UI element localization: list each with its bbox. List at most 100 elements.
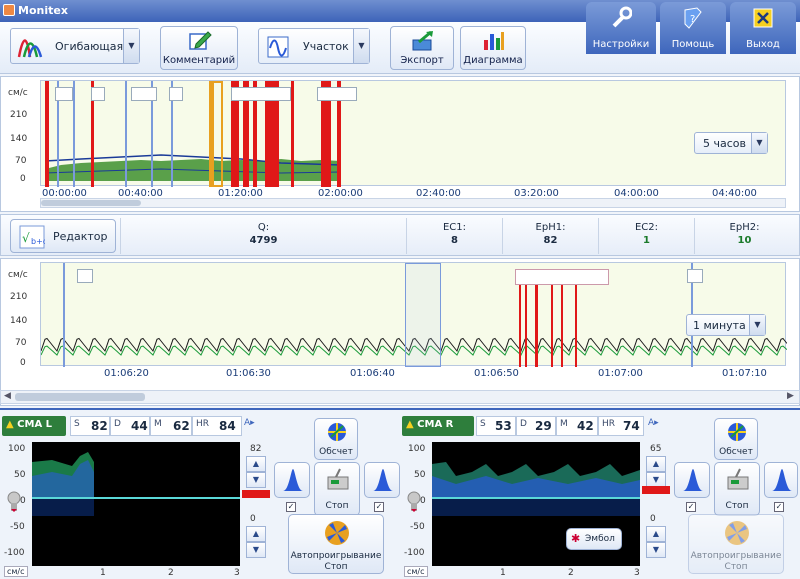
scale-top-up[interactable]: ▲	[646, 456, 666, 472]
metric-value: 82	[91, 419, 108, 433]
overview-x-tick: 03:20:00	[514, 188, 559, 199]
event-marker	[151, 81, 153, 187]
recalc-button-right[interactable]: Обсчет	[714, 418, 758, 460]
spectrum-shape-icon	[283, 469, 303, 491]
baseline-marker[interactable]	[642, 486, 670, 494]
spectrum-shape-icon	[683, 469, 703, 491]
scroll-thumb[interactable]	[15, 393, 145, 401]
metric-key: HR	[602, 419, 616, 429]
editor-button[interactable]: √ b+c Редактор	[10, 219, 116, 253]
checkbox-right-b[interactable]: ✓	[774, 502, 784, 512]
comment-button[interactable]: Комментарий	[160, 26, 238, 70]
y-tick: 0	[20, 496, 26, 506]
comment-marker-icon[interactable]	[687, 269, 703, 283]
overview-x-tick: 02:40:00	[416, 188, 461, 199]
scale-bottom-down[interactable]: ▼	[646, 542, 666, 558]
embol-marker-icon[interactable]	[515, 269, 609, 285]
detail-unit: см/с	[8, 270, 28, 280]
x-unit: см/с	[404, 566, 428, 577]
probe-icon[interactable]	[402, 490, 426, 514]
autoplay-icon	[325, 521, 349, 545]
scale-bottom-value: 0	[250, 514, 256, 524]
checkbox-right-a[interactable]: ✓	[686, 502, 696, 512]
comment-marker-icon[interactable]	[91, 87, 105, 101]
tab-help[interactable]: ? Помощь	[660, 2, 726, 54]
tab-settings[interactable]: Настройки	[586, 2, 656, 54]
probe-icon[interactable]	[2, 490, 26, 514]
checkbox-left-a[interactable]: ✓	[286, 502, 296, 512]
channel-right-name: CMA R	[417, 419, 454, 430]
detail-y-tick: 70	[15, 338, 27, 348]
diagram-button[interactable]: Диаграмма	[460, 26, 526, 70]
spectrum-mode-left-button[interactable]	[274, 462, 310, 498]
metrics-more-icon[interactable]: A▸	[648, 418, 659, 428]
autoplay-button-right[interactable]: Автопроигрывание Стоп	[688, 514, 784, 574]
segment-dropdown[interactable]: Участок ▼	[258, 28, 370, 64]
help-book-icon: ?	[684, 7, 702, 29]
stop-button-right[interactable]: Стоп	[714, 462, 760, 516]
detail-y-tick: 0	[20, 358, 26, 368]
scroll-thumb[interactable]	[41, 200, 141, 206]
scale-bottom-up[interactable]: ▲	[646, 526, 666, 542]
autoplay-label-line2: Стоп	[724, 562, 748, 572]
event-marker	[253, 81, 257, 187]
spectrum-mode-right-button[interactable]	[364, 462, 400, 498]
checkbox-left-b[interactable]: ✓	[374, 502, 384, 512]
mode-dropdown[interactable]: Огибающая ▼	[10, 28, 140, 64]
view-window[interactable]	[209, 81, 223, 187]
comment-marker-icon[interactable]	[169, 87, 183, 101]
selection-window[interactable]	[405, 263, 441, 367]
app-title: Monitex	[18, 4, 68, 17]
comment-icon	[189, 31, 212, 50]
overview-scrollbar[interactable]	[40, 198, 786, 208]
embol-label: Эмбол	[585, 534, 615, 544]
segment-icon	[267, 36, 289, 58]
event-marker	[231, 81, 239, 187]
metric-value: 42	[577, 419, 594, 433]
overview-x-tick: 04:00:00	[614, 188, 659, 199]
overview-y-tick: 70	[15, 156, 27, 166]
detail-chart[interactable]	[40, 262, 787, 367]
comment-marker-icon[interactable]	[131, 87, 157, 101]
spectrum-left[interactable]	[32, 442, 240, 566]
metric-key: S	[480, 419, 486, 429]
spectrum-shape-icon	[772, 469, 792, 491]
detail-x-tick: 01:06:50	[474, 368, 519, 379]
baseline-marker[interactable]	[242, 490, 270, 498]
scroll-right-icon[interactable]: ▶	[787, 391, 794, 401]
embol-button[interactable]: ✱ Эмбол	[566, 528, 622, 550]
scroll-left-icon[interactable]: ◀	[4, 391, 11, 401]
scale-top-down[interactable]: ▼	[246, 472, 266, 488]
comment-marker-icon[interactable]	[55, 87, 73, 101]
scale-bottom-up[interactable]: ▲	[246, 526, 266, 542]
comment-marker-icon[interactable]	[77, 269, 93, 283]
stat-ec1: EC1: 8	[406, 218, 502, 254]
stop-button-left[interactable]: Стоп	[314, 462, 360, 516]
detail-scrollbar[interactable]: ◀ ▶	[0, 390, 800, 404]
event-marker	[561, 281, 563, 367]
spectrum-mode-left-button[interactable]	[674, 462, 710, 498]
scale-top-up[interactable]: ▲	[246, 456, 266, 472]
stat-eph2-value: 10	[737, 235, 752, 246]
device-icon	[327, 468, 349, 490]
overview-range-dropdown[interactable]: 5 часов ▼	[694, 132, 768, 154]
metrics-more-icon[interactable]: A▸	[244, 418, 255, 428]
comment-marker-icon[interactable]	[317, 87, 357, 101]
export-button[interactable]: Экспорт	[390, 26, 454, 70]
event-marker	[291, 81, 294, 187]
svg-text:b+c: b+c	[31, 237, 45, 246]
diagram-label: Диаграмма	[463, 55, 523, 66]
spectrum-right[interactable]: ✱ Эмбол	[432, 442, 640, 566]
event-marker	[551, 281, 553, 367]
recalc-button-left[interactable]: Обсчет	[314, 418, 358, 460]
spectrum-mode-right-button[interactable]	[764, 462, 798, 498]
scale-bottom-down[interactable]: ▼	[246, 542, 266, 558]
detail-range-dropdown[interactable]: 1 минута ▼	[686, 314, 766, 336]
autoplay-button-left[interactable]: Автопроигрывание Стоп	[288, 514, 384, 574]
x-tick: 3	[634, 568, 640, 578]
tab-exit[interactable]: Выход	[730, 2, 796, 54]
overview-x-tick: 00:40:00	[118, 188, 163, 199]
overview-x-tick: 00:00:00	[42, 188, 87, 199]
overview-chart[interactable]	[40, 80, 786, 187]
comment-marker-icon[interactable]	[231, 87, 291, 101]
